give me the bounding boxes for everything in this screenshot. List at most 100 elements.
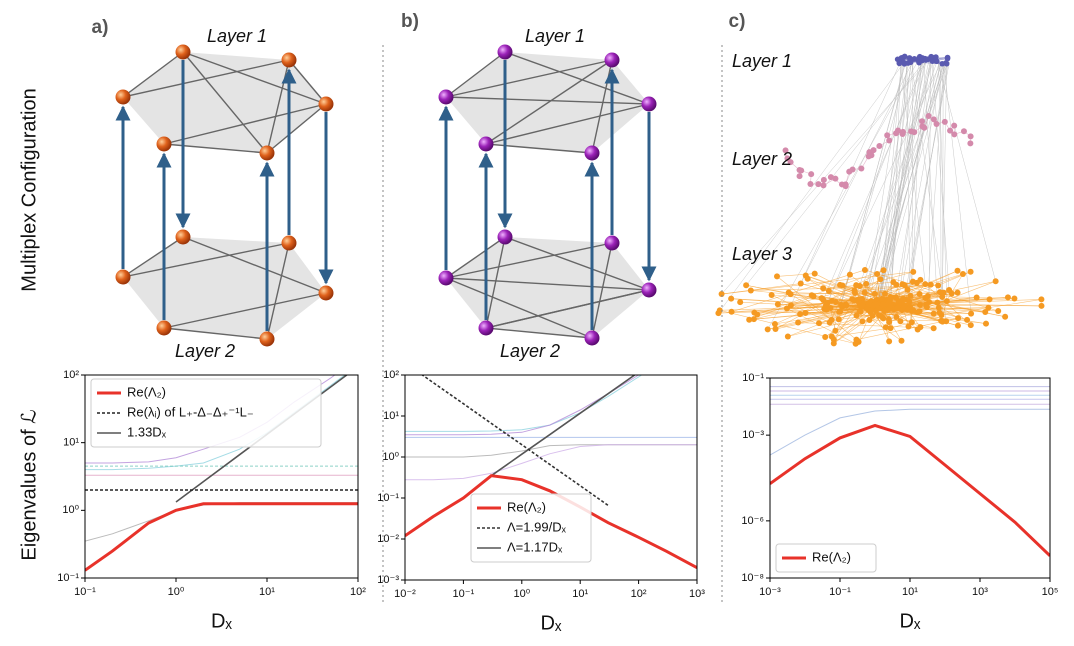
edge	[266, 103, 327, 154]
node	[787, 302, 794, 309]
node	[808, 171, 815, 178]
node	[737, 299, 744, 306]
node	[868, 152, 875, 159]
interlayer-link	[902, 61, 943, 285]
node	[1038, 302, 1045, 309]
node	[856, 282, 863, 289]
node	[960, 128, 967, 135]
node	[849, 296, 856, 303]
node	[982, 320, 989, 327]
edge	[445, 277, 593, 339]
interlayer-link	[863, 61, 922, 305]
node	[967, 322, 974, 329]
interlayer-link	[901, 61, 950, 311]
node	[973, 294, 980, 301]
interlayer-link	[856, 61, 947, 301]
node	[641, 282, 657, 298]
edge	[771, 294, 863, 304]
interlayer-link	[745, 61, 925, 286]
node	[774, 301, 781, 308]
node	[797, 280, 804, 287]
node	[905, 323, 912, 330]
edge	[485, 236, 506, 329]
layer-plane	[446, 237, 649, 338]
legend-label: Re(λᵢ) of L₊-Δ₋Δ₊⁻¹L₋	[127, 404, 254, 419]
node	[897, 318, 904, 325]
node	[923, 304, 930, 311]
legend-box	[775, 543, 877, 573]
node	[438, 89, 454, 105]
edge	[163, 103, 327, 145]
node	[828, 316, 835, 323]
layer-plane	[123, 237, 326, 339]
line	[85, 502, 358, 542]
node	[933, 121, 940, 128]
node	[866, 317, 873, 324]
line	[405, 375, 643, 432]
node	[948, 290, 955, 297]
edge	[941, 299, 1042, 316]
node	[641, 96, 657, 112]
plot	[405, 375, 697, 570]
node	[716, 307, 723, 314]
node	[894, 304, 901, 311]
node	[880, 301, 887, 308]
edge	[854, 284, 931, 291]
y-tick-label: 10⁻⁶	[741, 515, 764, 527]
x-tick-label: 10²	[631, 588, 647, 600]
node	[930, 116, 937, 123]
node	[869, 312, 876, 319]
node	[880, 315, 887, 322]
interlayer-link	[854, 61, 938, 301]
layer-label: Layer 2	[175, 341, 235, 361]
node	[783, 305, 790, 312]
y-tick-label: 10¹	[383, 410, 399, 422]
node	[772, 326, 779, 333]
line	[770, 408, 1050, 456]
edge	[485, 59, 613, 145]
diagrams	[115, 44, 1045, 347]
interlayer-link	[906, 61, 948, 308]
node	[925, 56, 931, 63]
node	[815, 320, 822, 327]
y-tick-label: 10²	[63, 369, 79, 381]
node	[938, 312, 945, 319]
interlayer-link	[874, 61, 931, 294]
panel-label: b)	[401, 11, 419, 32]
node	[1004, 294, 1011, 301]
node	[853, 312, 860, 319]
row-label: Eigenvalues of ℒ	[18, 409, 40, 560]
node	[938, 317, 945, 324]
edge	[719, 304, 884, 311]
y-tick-label: 10²	[383, 369, 399, 381]
node	[922, 295, 929, 302]
interlayer-link	[900, 61, 926, 285]
node	[884, 132, 891, 139]
interlayer-link	[937, 61, 996, 282]
node	[899, 131, 906, 138]
node	[887, 302, 894, 309]
node	[764, 326, 771, 333]
node	[877, 276, 884, 283]
node	[944, 55, 951, 62]
edge	[790, 271, 914, 306]
node	[870, 147, 877, 154]
node	[955, 315, 962, 322]
node	[879, 295, 886, 302]
edge	[859, 310, 902, 341]
y-tick-label: 10⁻⁸	[741, 572, 764, 584]
node	[858, 302, 865, 309]
plot	[770, 386, 1050, 557]
node	[967, 268, 974, 275]
edge	[731, 269, 866, 313]
node	[886, 137, 893, 144]
node	[318, 285, 334, 301]
node	[861, 266, 868, 273]
node	[751, 309, 758, 316]
node	[930, 325, 937, 332]
edge	[163, 143, 268, 154]
node	[941, 118, 948, 125]
node	[934, 299, 941, 306]
x-tick-label: 10⁻¹	[829, 586, 851, 598]
